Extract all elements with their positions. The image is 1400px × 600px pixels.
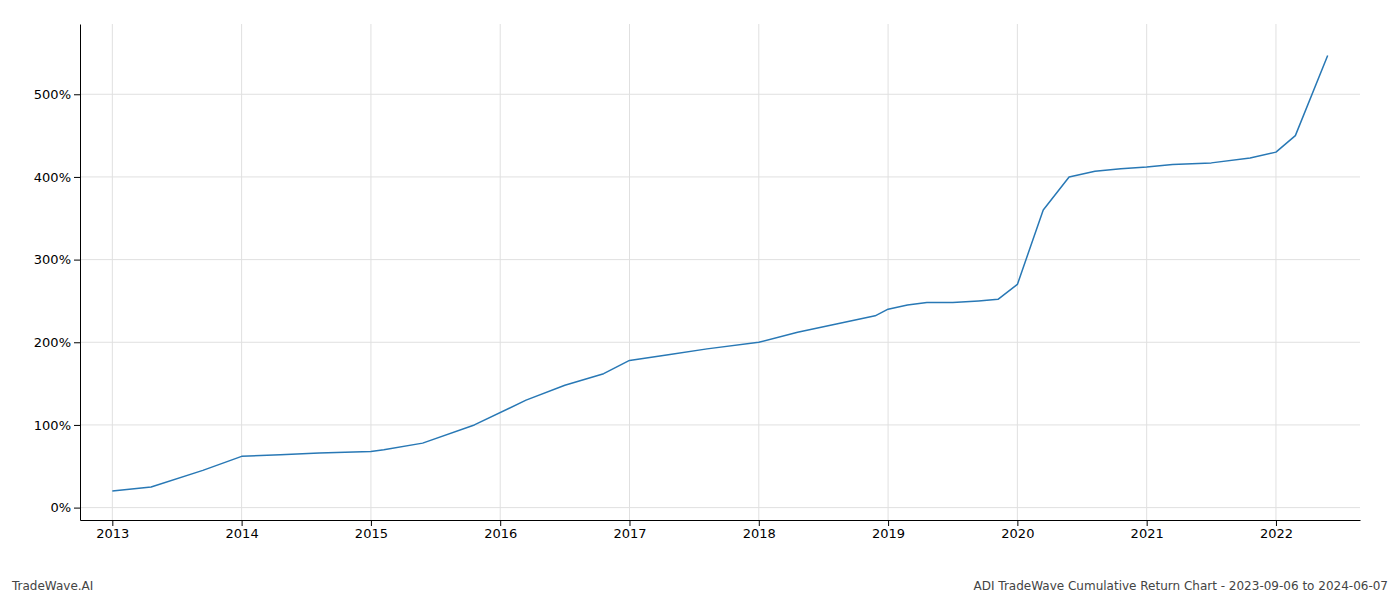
y-tick-label: 0% (50, 500, 71, 515)
grid-line-x (241, 24, 242, 520)
x-tick: 2020 (1001, 520, 1034, 541)
grid-line-y (80, 342, 1360, 343)
x-axis-line (81, 520, 1361, 521)
y-tick-mark (74, 342, 80, 343)
line (112, 55, 1327, 491)
grid-line-x (1146, 24, 1147, 520)
x-tick-label: 2022 (1260, 526, 1293, 541)
y-tick: 400% (34, 170, 80, 185)
chart: 2013 2014 2015 2016 2017 2018 2019 2020 2021 2022… (0, 0, 1400, 600)
x-axis: 2013 2014 2015 2016 2017 2018 2019 2020 2021 2022 (81, 520, 1361, 541)
y-tick: 500% (34, 87, 80, 102)
y-tick: 0% (50, 500, 80, 515)
grid-line-x (758, 24, 759, 520)
x-tick-mark (759, 520, 760, 526)
y-tick-mark (74, 94, 80, 95)
x-tick-mark (112, 520, 113, 526)
x-tick-label: 2021 (1131, 526, 1164, 541)
grid-line-y (80, 176, 1360, 177)
x-tick-mark (1276, 520, 1277, 526)
x-tick-label: 2020 (1001, 526, 1034, 541)
grid-line-x (629, 24, 630, 520)
grid-line-y (80, 259, 1360, 260)
x-tick: 2014 (226, 520, 259, 541)
x-tick: 2021 (1131, 520, 1164, 541)
y-tick-label: 300% (34, 252, 71, 267)
y-tick-label: 500% (34, 87, 71, 102)
x-tick-label: 2014 (226, 526, 259, 541)
grid-line-x (1275, 24, 1276, 520)
y-tick-mark (74, 508, 80, 509)
y-axis: 0% 100% 200% 300% 400% 500% (34, 25, 81, 521)
y-tick-mark (74, 425, 80, 426)
y-tick-label: 400% (34, 170, 71, 185)
x-tick: 2019 (872, 520, 905, 541)
x-tick-label: 2017 (613, 526, 646, 541)
x-tick-label: 2015 (355, 526, 388, 541)
x-tick-mark (500, 520, 501, 526)
x-tick-mark (888, 520, 889, 526)
grid-line-y (80, 424, 1360, 425)
x-tick-label: 2013 (96, 526, 129, 541)
y-tick-label: 100% (34, 418, 71, 433)
y-tick-mark (74, 177, 80, 178)
y-axis-line (80, 25, 81, 521)
grid-line-x (1017, 24, 1018, 520)
y-tick-label: 200% (34, 335, 71, 350)
grid-line-y (80, 94, 1360, 95)
x-tick-label: 2019 (872, 526, 905, 541)
x-tick: 2017 (613, 520, 646, 541)
y-tick: 300% (34, 252, 80, 267)
grid-line-x (112, 24, 113, 520)
x-tick: 2016 (484, 520, 517, 541)
x-tick: 2018 (743, 520, 776, 541)
x-tick-mark (242, 520, 243, 526)
grid-line-y (80, 507, 1360, 508)
x-tick-mark (1147, 520, 1148, 526)
x-tick: 2022 (1260, 520, 1293, 541)
watermark: TradeWave.AI (11, 579, 93, 593)
grid-line-x (888, 24, 889, 520)
grid (80, 24, 1360, 520)
x-tick-mark (371, 520, 372, 526)
y-tick: 200% (34, 335, 80, 350)
y-tick: 100% (34, 418, 80, 433)
x-tick-label: 2018 (743, 526, 776, 541)
plot-area (112, 55, 1327, 491)
x-tick: 2013 (96, 520, 129, 541)
grid-line-x (370, 24, 371, 520)
watermark: ADI TradeWave Cumulative Return Chart - … (974, 579, 1388, 593)
x-tick-mark (1017, 520, 1018, 526)
y-tick-mark (74, 260, 80, 261)
grid-line-x (500, 24, 501, 520)
x-tick-mark (629, 520, 630, 526)
x-tick-label: 2016 (484, 526, 517, 541)
x-tick: 2015 (355, 520, 388, 541)
